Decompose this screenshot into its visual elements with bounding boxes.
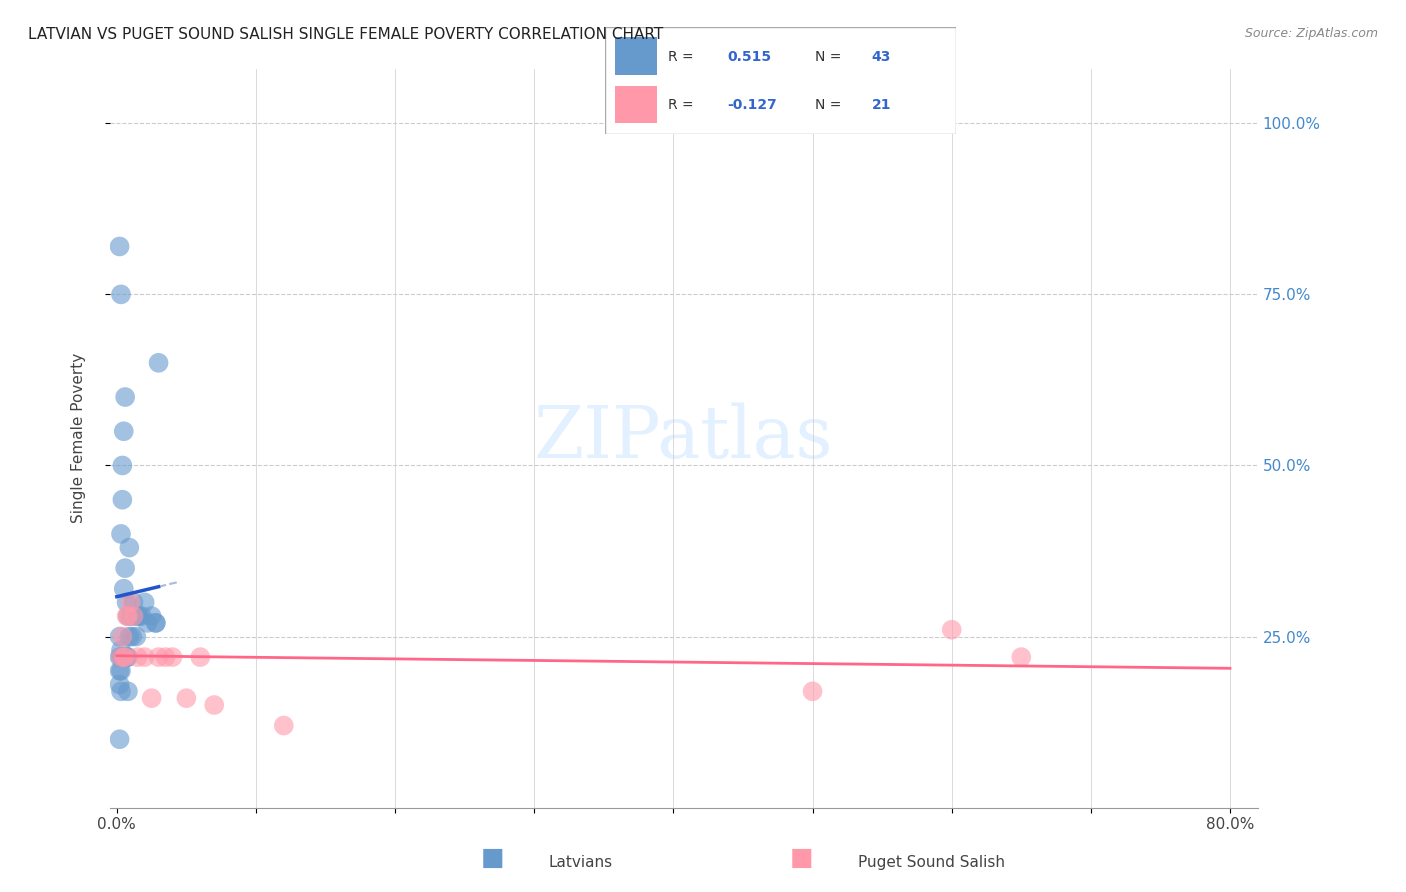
Latvians [111, 458, 134, 473]
Text: ZIPatlas: ZIPatlas [534, 403, 834, 474]
Puget Sound Salish [176, 691, 198, 706]
Puget Sound Salish [112, 650, 135, 665]
Latvians [120, 609, 142, 624]
Puget Sound Salish [273, 718, 295, 732]
Latvians [115, 595, 138, 609]
Text: Puget Sound Salish: Puget Sound Salish [858, 855, 1005, 870]
Text: Source: ZipAtlas.com: Source: ZipAtlas.com [1244, 27, 1378, 40]
Puget Sound Salish [120, 595, 142, 609]
Latvians [112, 650, 135, 665]
Latvians [124, 609, 146, 624]
Latvians [117, 650, 139, 665]
Latvians [118, 630, 141, 644]
Latvians [110, 650, 132, 665]
Latvians [108, 677, 131, 691]
Latvians [117, 609, 139, 624]
Latvians [108, 732, 131, 747]
Text: -0.127: -0.127 [728, 98, 778, 112]
Latvians [125, 630, 148, 644]
Puget Sound Salish [117, 609, 139, 624]
Text: 43: 43 [872, 50, 891, 63]
Latvians [131, 609, 153, 624]
Latvians [145, 615, 167, 630]
Latvians [115, 650, 138, 665]
Text: LATVIAN VS PUGET SOUND SALISH SINGLE FEMALE POVERTY CORRELATION CHART: LATVIAN VS PUGET SOUND SALISH SINGLE FEM… [28, 27, 664, 42]
FancyBboxPatch shape [616, 86, 658, 123]
Latvians [118, 541, 141, 555]
Latvians [108, 650, 131, 665]
Latvians [110, 664, 132, 678]
Latvians [115, 650, 138, 665]
FancyBboxPatch shape [605, 27, 956, 134]
Latvians [114, 561, 136, 575]
FancyBboxPatch shape [616, 37, 658, 75]
Latvians [122, 595, 145, 609]
Puget Sound Salish [115, 609, 138, 624]
Y-axis label: Single Female Poverty: Single Female Poverty [72, 353, 86, 524]
Puget Sound Salish [127, 650, 149, 665]
Latvians [110, 643, 132, 657]
Latvians [114, 390, 136, 404]
Puget Sound Salish [111, 630, 134, 644]
Puget Sound Salish [122, 609, 145, 624]
Text: 0.515: 0.515 [728, 50, 772, 63]
Puget Sound Salish [1010, 650, 1032, 665]
Text: 21: 21 [872, 98, 891, 112]
Latvians [141, 609, 163, 624]
Latvians [114, 650, 136, 665]
Latvians [148, 356, 170, 370]
Latvians [134, 595, 156, 609]
Puget Sound Salish [114, 650, 136, 665]
Latvians [121, 630, 143, 644]
Latvians [136, 615, 159, 630]
Puget Sound Salish [155, 650, 177, 665]
Text: N =: N = [815, 98, 846, 112]
Latvians [145, 615, 167, 630]
Text: Latvians: Latvians [548, 855, 613, 870]
Text: ■: ■ [481, 846, 503, 870]
Latvians [127, 609, 149, 624]
Puget Sound Salish [141, 691, 163, 706]
Latvians [110, 287, 132, 301]
Latvians [108, 630, 131, 644]
Text: R =: R = [668, 50, 697, 63]
Latvians [128, 609, 150, 624]
Puget Sound Salish [134, 650, 156, 665]
Puget Sound Salish [941, 623, 963, 637]
Text: N =: N = [815, 50, 846, 63]
Text: R =: R = [668, 98, 697, 112]
Puget Sound Salish [162, 650, 184, 665]
Latvians [111, 492, 134, 507]
Text: ■: ■ [790, 846, 813, 870]
Latvians [110, 684, 132, 698]
Latvians [111, 650, 134, 665]
Puget Sound Salish [148, 650, 170, 665]
Latvians [110, 527, 132, 541]
Latvians [117, 684, 139, 698]
Latvians [108, 664, 131, 678]
Puget Sound Salish [110, 650, 132, 665]
Latvians [108, 239, 131, 253]
Puget Sound Salish [801, 684, 824, 698]
Latvians [112, 582, 135, 596]
Puget Sound Salish [202, 698, 225, 712]
Latvians [112, 424, 135, 438]
Puget Sound Salish [188, 650, 211, 665]
